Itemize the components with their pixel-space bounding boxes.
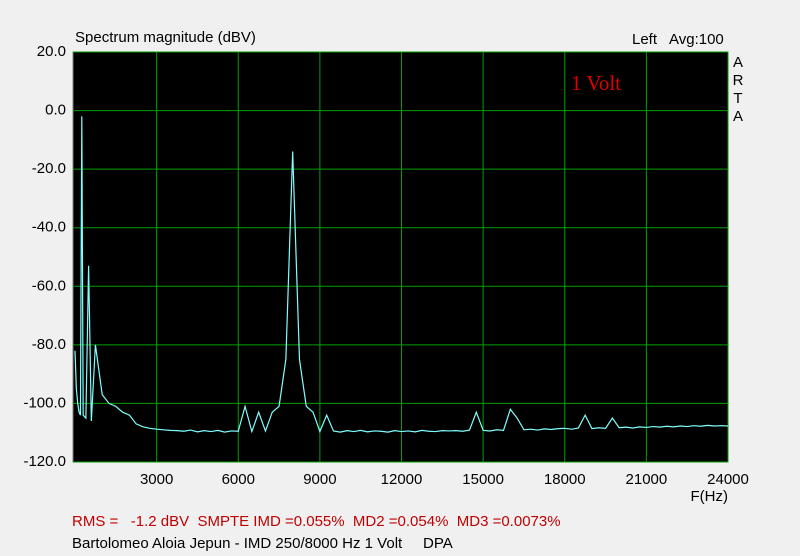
y-tick-label: 0.0: [45, 102, 66, 119]
measurement-line: RMS = -1.2 dBV SMPTE IMD =0.055% MD2 =0.…: [72, 513, 561, 530]
channel-label: Left: [632, 31, 658, 48]
spectrum-line: [74, 116, 729, 434]
x-tick-label: 24000: [707, 471, 749, 488]
y-tick-label: -80.0: [32, 336, 66, 353]
x-tick-label: 15000: [462, 471, 504, 488]
y-tick-label: -100.0: [23, 394, 66, 411]
averaging-label: Avg:100: [669, 31, 724, 48]
y-tick-label: 20.0: [37, 43, 66, 60]
x-tick-label: 6000: [222, 471, 255, 488]
chart-title: Spectrum magnitude (dBV): [75, 29, 256, 46]
x-axis-label: F(Hz): [691, 488, 729, 505]
x-tick-label: 12000: [381, 471, 423, 488]
y-tick-label: -40.0: [32, 219, 66, 236]
y-tick-label: -20.0: [32, 160, 66, 177]
x-tick-label: 3000: [140, 471, 173, 488]
grid: [73, 51, 729, 463]
caption: Bartolomeo Aloia Jepun - IMD 250/8000 Hz…: [72, 535, 453, 552]
x-tick-label: 9000: [303, 471, 336, 488]
x-tick-label: 21000: [626, 471, 668, 488]
brand-label: ARTA: [730, 54, 747, 126]
y-tick-label: -60.0: [32, 277, 66, 294]
x-tick-label: 18000: [544, 471, 586, 488]
plot-area: [72, 51, 729, 463]
y-tick-label: -120.0: [23, 453, 66, 470]
annotation: 1 Volt: [571, 71, 621, 95]
series: [74, 116, 729, 434]
